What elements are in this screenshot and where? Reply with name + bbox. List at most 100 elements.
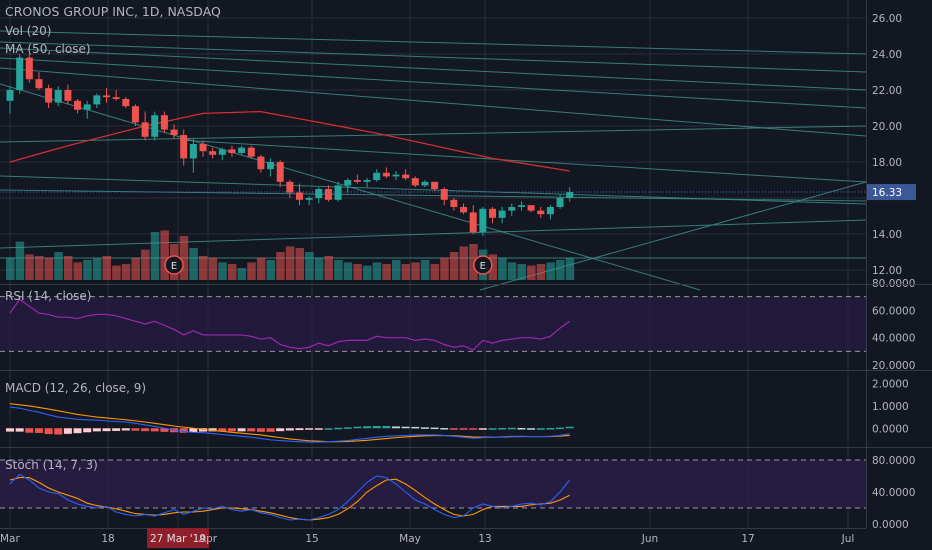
macd-histogram-bar: [237, 428, 246, 432]
volume-bar: [15, 241, 25, 280]
volume-bar: [343, 262, 353, 280]
candle-body: [556, 198, 564, 207]
volume-bar: [63, 256, 73, 280]
candle: [469, 205, 477, 234]
volume-bar: [556, 260, 565, 280]
ma-label: MA (50, close): [5, 42, 91, 56]
candle: [189, 138, 197, 173]
trend-line-2: [0, 47, 867, 91]
volume-bar: [305, 252, 314, 280]
stoch-k-line: [9, 473, 571, 521]
volume-bar: [353, 264, 362, 280]
stoch-band: [0, 460, 866, 508]
macd-histogram-bar: [92, 428, 101, 432]
date-marker-label: 27 Mar '19: [150, 533, 206, 545]
candle: [247, 145, 255, 159]
macd-histogram-bar: [536, 428, 545, 430]
volume-bar: [160, 230, 169, 280]
volume-bar: [411, 262, 420, 280]
macd-histogram-bar: [478, 428, 487, 430]
volume-bar: [199, 256, 208, 280]
trend-line-5: [0, 125, 867, 143]
candle: [498, 207, 506, 224]
trend-line-3: [0, 57, 867, 109]
candle-body: [103, 95, 110, 98]
candle-body: [450, 199, 458, 207]
volume-bar: [498, 257, 507, 280]
time-tick-label: Apr: [199, 533, 218, 545]
price-tick-label: 12.00: [872, 265, 902, 277]
candle: [450, 198, 458, 211]
candle-body: [199, 144, 207, 152]
macd-histogram-bar: [469, 428, 478, 430]
candle: [35, 72, 43, 90]
pane-bg-4: [0, 530, 866, 550]
time-tick-label: May: [399, 533, 421, 545]
candle: [537, 207, 545, 218]
volume-bar: [73, 262, 83, 280]
candle: [209, 147, 217, 159]
candle-body: [305, 198, 313, 200]
macd-histogram-bar: [527, 428, 536, 430]
candle-body: [537, 210, 545, 215]
candle-body: [6, 90, 14, 101]
candle: [122, 97, 130, 108]
candle: [160, 111, 168, 134]
macd-histogram-bar: [459, 428, 468, 430]
candle: [276, 160, 284, 188]
macd-histogram-bar: [372, 426, 381, 429]
volume-bar: [488, 254, 497, 280]
earnings-marker: [473, 255, 493, 275]
volume-bar: [227, 264, 237, 280]
volume-bar: [295, 248, 304, 280]
candle-body: [45, 88, 53, 103]
macd-tick-label: 0.0000: [872, 423, 909, 435]
trend-line-1: [0, 41, 867, 73]
candle: [25, 54, 33, 83]
macd-histogram-bar: [517, 428, 526, 430]
time-tick-label: Jun: [641, 533, 658, 545]
last-price-tag: [866, 184, 916, 201]
macd-histogram-bar: [449, 428, 458, 430]
macd-histogram-bar: [6, 428, 14, 432]
candle-body: [508, 207, 516, 211]
candle: [238, 145, 246, 155]
volume-bar: [266, 260, 276, 280]
candle-body: [431, 181, 439, 189]
candle-body: [517, 205, 525, 207]
volume-bar: [324, 256, 333, 280]
macd-histogram-bar: [63, 428, 72, 434]
macd-histogram-bar: [25, 428, 34, 433]
volume-bar: [121, 264, 131, 280]
volume-bar: [189, 248, 198, 280]
macd-histogram-bar: [34, 428, 43, 433]
volume-bar: [179, 236, 189, 280]
candle-body: [16, 57, 24, 90]
candle-body: [112, 97, 120, 99]
candle: [421, 180, 429, 188]
candle: [180, 129, 188, 166]
candle-body: [93, 95, 101, 105]
macd-histogram-bar: [112, 428, 121, 431]
macd-histogram-bar: [295, 428, 304, 431]
volume-bar: [247, 262, 256, 280]
candle-body: [170, 129, 178, 135]
candle-body: [440, 189, 448, 200]
macd-histogram-bar: [382, 426, 391, 429]
candle: [93, 93, 101, 108]
candle-body: [64, 90, 72, 101]
macd-histogram-bar: [565, 426, 574, 429]
volume-bar: [401, 264, 411, 280]
candle: [363, 178, 371, 188]
macd-histogram-bar: [392, 426, 400, 429]
candle-body: [209, 151, 217, 155]
volume-bar: [218, 262, 227, 280]
candle-body: [267, 162, 275, 170]
trend-line-12: [179, 139, 867, 183]
volume-bar: [92, 258, 102, 280]
macd-histogram-bar: [256, 428, 265, 432]
candle-body: [421, 181, 429, 186]
candle: [334, 181, 342, 202]
macd-histogram-bar: [227, 428, 236, 432]
